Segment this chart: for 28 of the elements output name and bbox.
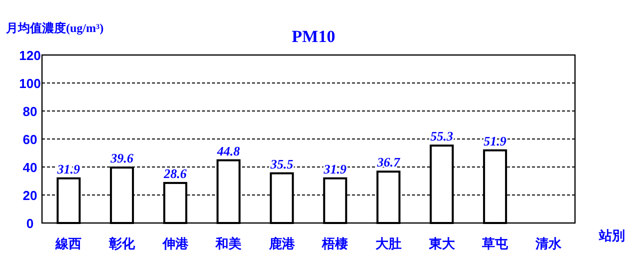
data-label: 36.7 (376, 154, 400, 170)
x-tick-label: 東大 (428, 236, 456, 251)
x-axis-title: 站別 (598, 228, 625, 243)
y-tick-label: 100 (19, 76, 41, 91)
data-label: 39.6 (110, 150, 134, 166)
x-tick-label: 梧棲 (321, 236, 348, 251)
data-label: 44.8 (216, 143, 240, 158)
y-axis-title: 月均值濃度(ug/m³) (5, 21, 104, 35)
x-tick-label: 和美 (214, 236, 242, 251)
x-tick-label: 線西 (54, 236, 82, 251)
chart-title: PM10 (292, 27, 336, 46)
y-tick-label: 20 (22, 188, 38, 203)
x-tick-label: 清水 (534, 236, 562, 251)
data-label: 31.9 (322, 161, 348, 176)
y-tick-label: 40 (22, 160, 38, 175)
x-tick-label: 草屯 (481, 236, 510, 251)
data-label: 55.3 (430, 128, 454, 144)
data-label: 28.6 (162, 166, 188, 181)
x-tick-label: 彰化 (108, 236, 136, 251)
y-tick-label: 80 (22, 104, 38, 119)
y-tick-label: 120 (19, 48, 41, 63)
data-label: 35.5 (269, 156, 294, 172)
x-tick-label: 伸港 (161, 236, 190, 251)
data-label: 51.9 (484, 133, 507, 148)
y-tick-label: 60 (22, 132, 38, 147)
x-tick-label: 大肚 (375, 236, 402, 251)
x-tick-label: 鹿港 (268, 236, 296, 251)
y-tick-label: 0 (26, 216, 34, 231)
